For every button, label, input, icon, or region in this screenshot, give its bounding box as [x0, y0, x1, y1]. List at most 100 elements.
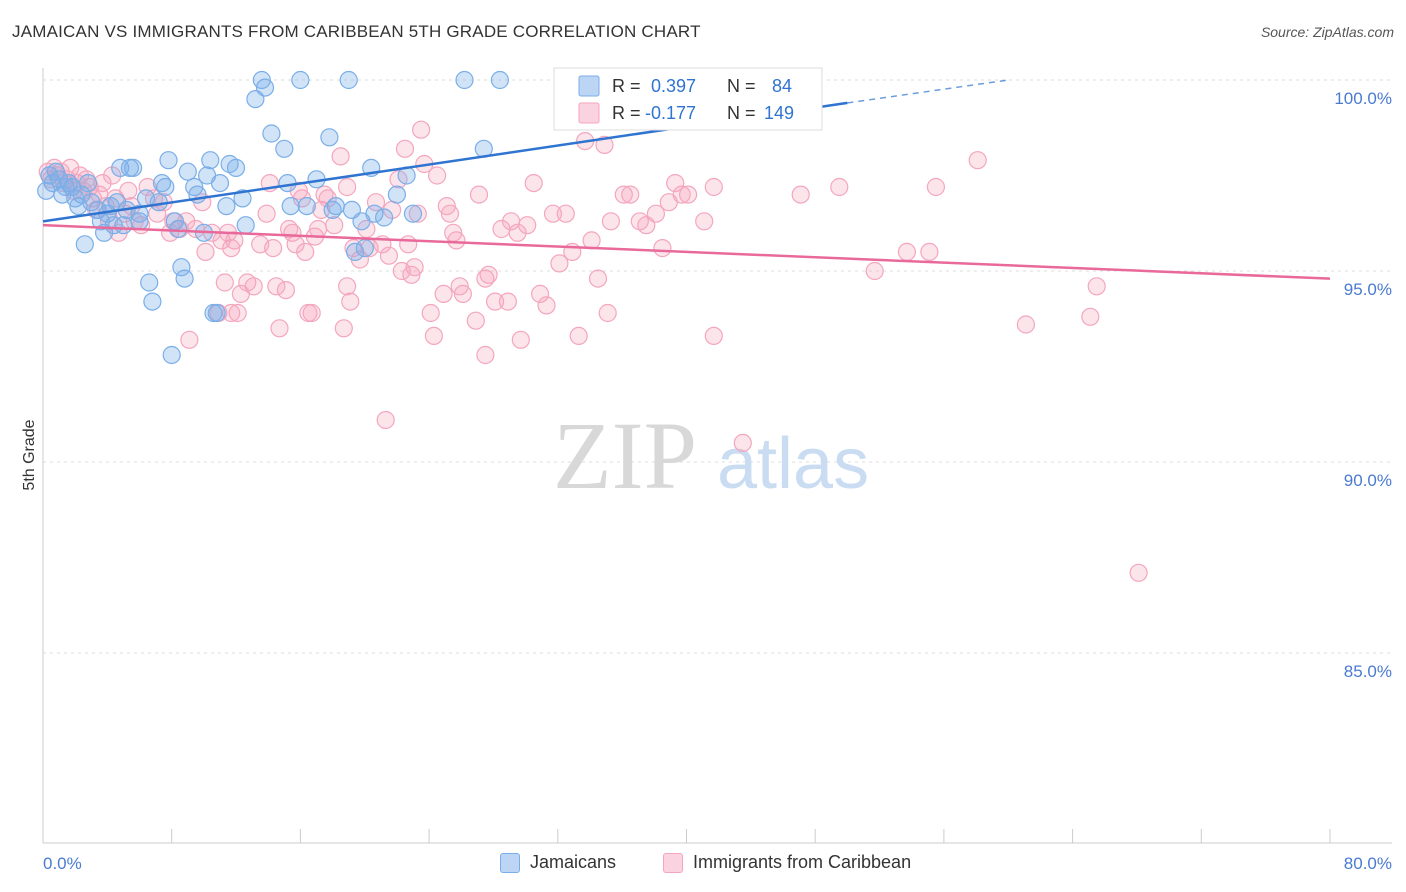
jamaicans-point — [201, 151, 220, 170]
caribbean-point — [926, 177, 946, 197]
jamaicans-point — [236, 216, 255, 235]
caribbean-point — [466, 311, 485, 330]
caribbean-point — [646, 204, 666, 223]
caribbean-point — [428, 166, 447, 185]
source-label: Source: ZipAtlas.com — [1260, 24, 1394, 40]
caribbean-point — [653, 239, 672, 258]
jamaicans-point — [490, 70, 509, 90]
chart-title: JAMAICAN VS IMMIGRANTS FROM CARIBBEAN 5T… — [12, 22, 701, 41]
axes — [42, 68, 1392, 844]
legend-n-label-caribbean: N = — [727, 103, 756, 123]
legend-r-label-jamaicans: R = — [612, 76, 641, 96]
legend-item-jamaicans[interactable]: Jamaicans — [500, 852, 616, 873]
caribbean-point — [264, 239, 283, 258]
caribbean-point — [408, 204, 427, 223]
caribbean-point — [569, 326, 588, 345]
caribbean-point — [257, 204, 276, 223]
caribbean-point — [666, 174, 685, 193]
y-tick-label: 95.0% — [1344, 280, 1392, 299]
caribbean-point — [338, 177, 357, 197]
jamaicans-point — [355, 239, 374, 258]
jamaicans-point — [387, 185, 406, 204]
legend-swatch-jamaicans-bottom — [500, 852, 520, 873]
caribbean-point — [598, 303, 617, 323]
caribbean-point — [601, 212, 621, 231]
jamaicans-trend-extension — [847, 79, 1009, 104]
caribbean-point — [830, 177, 849, 197]
jamaicans-point — [175, 269, 194, 288]
caribbean-point — [228, 303, 247, 323]
legend-n-value-jamaicans: 84 — [772, 76, 792, 96]
caribbean-point — [968, 151, 987, 170]
jamaicans-point — [455, 70, 474, 90]
series-jamaicans-points — [37, 70, 780, 365]
caribbean-point — [296, 242, 315, 261]
legend-item-caribbean[interactable]: Immigrants from Caribbean — [663, 852, 911, 873]
caribbean-point — [678, 185, 698, 204]
jamaicans-point — [365, 204, 384, 223]
legend-n-label-jamaicans: N = — [727, 76, 756, 96]
caribbean-point — [405, 258, 424, 277]
jamaicans-point — [124, 158, 143, 177]
caribbean-point — [267, 277, 286, 296]
caribbean-point — [595, 135, 614, 154]
jamaicans-point — [111, 158, 130, 177]
caribbean-point — [704, 326, 723, 345]
watermark-zip: ZIP — [553, 402, 697, 509]
caribbean-point — [537, 296, 556, 315]
jamaicans-point — [130, 212, 149, 231]
jamaicans-point — [262, 124, 281, 143]
caribbean-point — [498, 292, 517, 311]
caribbean-point — [180, 330, 199, 349]
y-tick-labels: 100.0% 95.0% 90.0% 85.0% — [1334, 89, 1392, 681]
caribbean-point — [440, 204, 460, 223]
caribbean-point — [695, 212, 714, 231]
jamaicans-point — [275, 139, 294, 158]
caribbean-point — [93, 174, 112, 193]
caribbean-point — [920, 242, 939, 261]
jamaicans-point — [233, 189, 252, 208]
y-tick-label: 90.0% — [1344, 471, 1392, 490]
jamaicans-point — [72, 185, 91, 204]
caribbean-point — [550, 254, 569, 273]
y-tick-label: 100.0% — [1334, 89, 1392, 108]
caribbean-point — [791, 185, 810, 204]
jamaicans-point — [320, 128, 339, 147]
caribbean-point — [530, 284, 550, 303]
jamaicans-point — [375, 208, 394, 227]
jamaicans-point — [143, 292, 162, 311]
caribbean-point — [508, 223, 527, 242]
caribbean-point — [341, 292, 360, 311]
caribbean-point — [518, 216, 537, 235]
caribbean-point — [61, 158, 80, 177]
jamaicans-point — [217, 197, 236, 216]
caribbean-point — [331, 147, 350, 166]
caribbean-point — [244, 277, 263, 296]
correlation-legend: R = 0.397 N = 84 R = -0.177 N = 149 — [553, 67, 823, 131]
caribbean-point — [215, 273, 234, 292]
jamaicans-point — [159, 151, 178, 170]
jamaicans-point — [156, 177, 175, 197]
caribbean-point — [379, 246, 398, 265]
jamaicans-point — [172, 258, 191, 277]
jamaicans-point — [339, 70, 358, 90]
caribbean-point — [486, 292, 505, 311]
jamaicans-point — [140, 273, 159, 292]
caribbean-point — [453, 284, 472, 303]
jamaicans-point — [162, 345, 181, 365]
caribbean-point — [309, 219, 328, 239]
legend-label-caribbean: Immigrants from Caribbean — [693, 852, 912, 872]
legend-n-value-caribbean: 149 — [764, 103, 794, 123]
caribbean-point — [543, 204, 563, 223]
caribbean-point — [434, 284, 453, 303]
caribbean-point — [1129, 563, 1148, 582]
caribbean-point — [524, 174, 543, 193]
caribbean-point — [325, 216, 344, 235]
legend-r-value-jamaicans: 0.397 — [651, 76, 696, 96]
jamaicans-point — [169, 219, 188, 239]
jamaicans-point — [114, 216, 133, 235]
caribbean-point — [1016, 315, 1036, 334]
jamaicans-point — [291, 70, 310, 90]
jamaicans-point — [78, 174, 98, 193]
